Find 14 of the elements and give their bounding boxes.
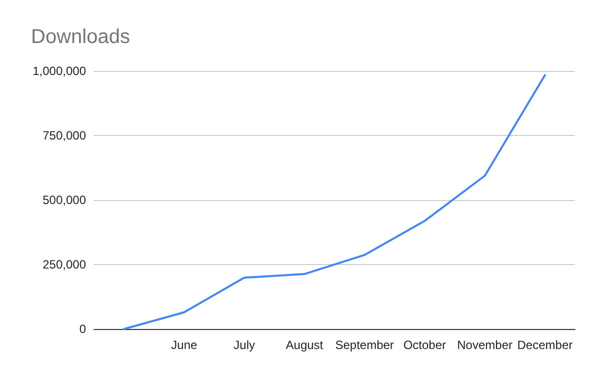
y-tick-label: 1,000,000 [32,64,86,78]
x-tick-label: June [171,338,198,352]
chart-title: Downloads [31,26,130,48]
y-tick-label: 250,000 [42,258,86,272]
y-tick-label: 750,000 [42,128,86,142]
x-tick-label: September [335,338,394,352]
x-tick-label: August [286,338,324,352]
x-tick-label: December [517,338,573,352]
x-tick-label: July [234,338,255,352]
x-tick-label: November [457,338,512,352]
y-tick-label: 0 [79,322,86,336]
line-series [123,74,546,330]
y-tick-label: 500,000 [42,193,86,207]
x-tick-label: October [403,338,446,352]
